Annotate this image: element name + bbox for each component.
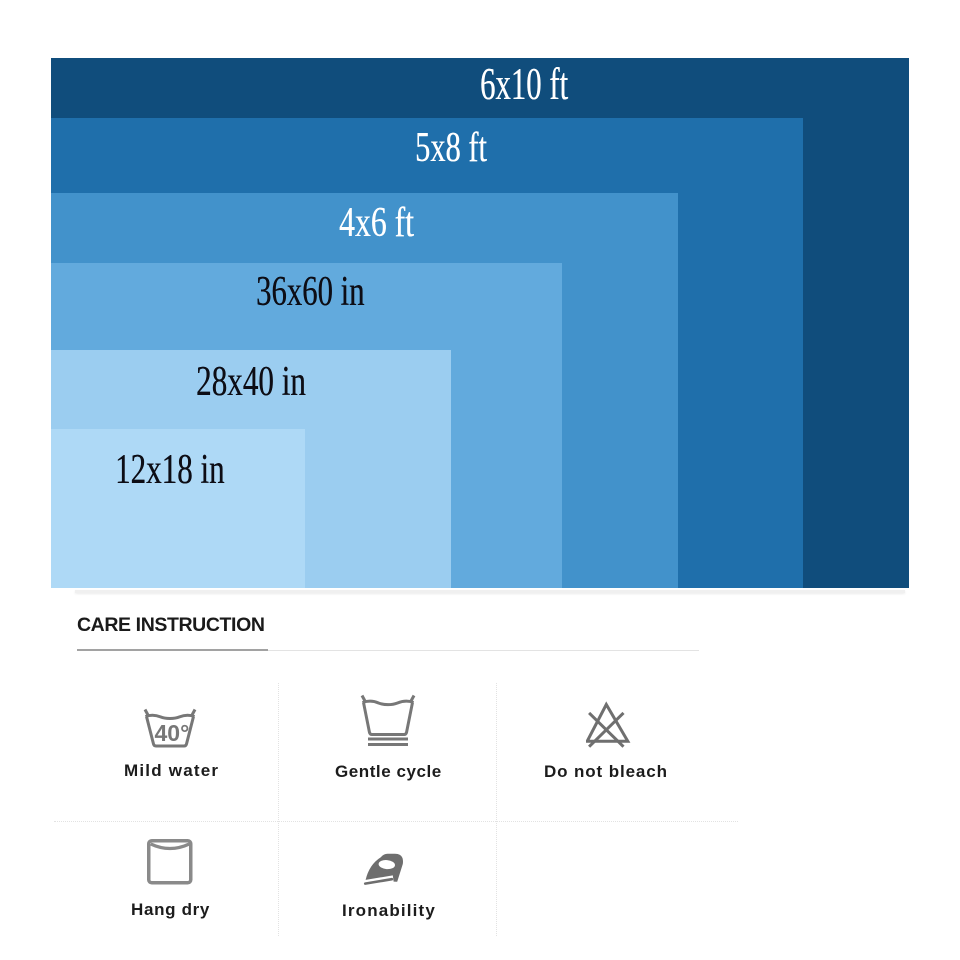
svg-text:40°: 40° xyxy=(155,720,190,746)
